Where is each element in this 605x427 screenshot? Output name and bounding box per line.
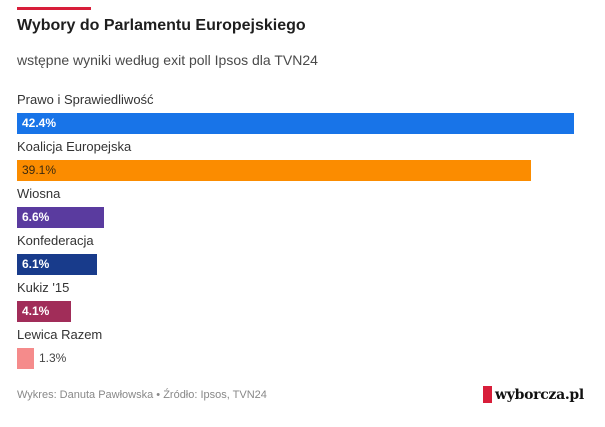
logo-mark-icon [483,386,492,403]
bar-category-label: Kukiz '15 [17,280,70,295]
bar[interactable] [17,254,97,275]
bar-value-label: 6.6% [22,210,50,224]
bar-value-label: 4.1% [22,304,50,318]
bar[interactable] [17,348,34,369]
bar[interactable] [17,207,104,228]
title-accent-line [17,7,91,10]
bar[interactable] [17,160,531,181]
bar-category-label: Lewica Razem [17,327,103,342]
logo-text: wyborcza.pl [495,386,584,403]
chart-credit: Wykres: Danuta Pawłowska • Źródło: Ipsos… [17,389,267,401]
bar[interactable] [17,301,71,322]
bar-value-label: 39.1% [22,163,57,177]
bar-value-label: 42.4% [22,116,57,130]
chart-title: Wybory do Parlamentu Europejskiego [17,17,306,34]
bar-category-label: Wiosna [17,186,61,201]
chart-subtitle: wstępne wyniki według exit poll Ipsos dl… [17,52,318,68]
bar-category-label: Koalicja Europejska [17,139,132,154]
bar-value-label: 6.1% [22,257,50,271]
bar[interactable] [17,113,574,134]
bar-value-label: 1.3% [39,351,67,365]
bar-category-label: Prawo i Sprawiedliwość [17,92,154,107]
bar-category-label: Konfederacja [17,233,94,248]
wyborcza-logo[interactable]: wyborcza.pl [483,386,584,403]
